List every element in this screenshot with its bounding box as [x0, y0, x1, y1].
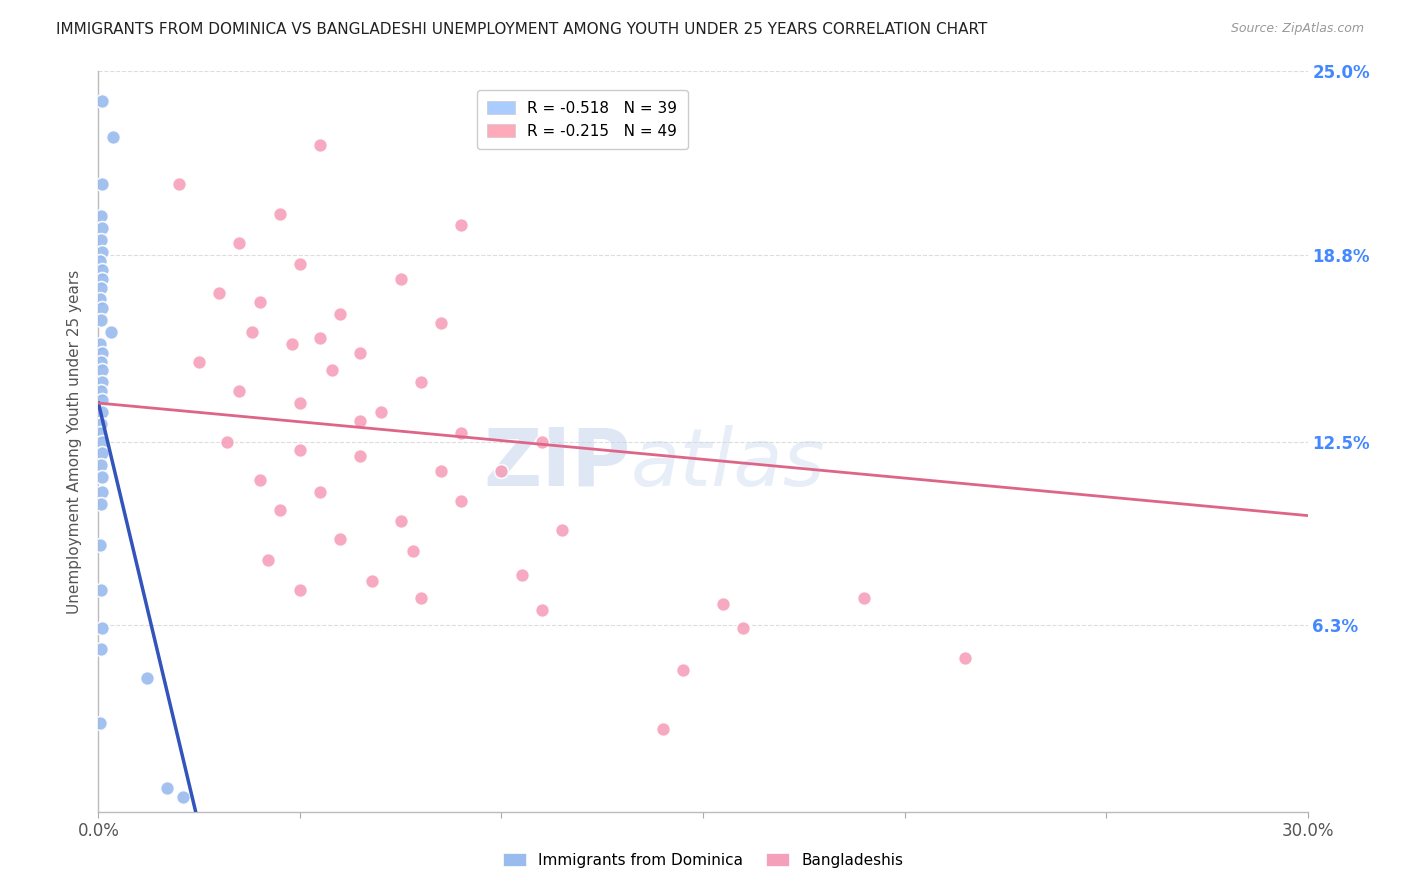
Point	[90, 210, 112, 224]
Point	[90, 582, 112, 597]
Point	[249, 295, 271, 310]
Point	[156, 780, 179, 795]
Point	[349, 450, 371, 464]
Text: atlas: atlas	[630, 425, 825, 503]
Point	[91, 221, 114, 235]
Point	[651, 722, 673, 736]
Point	[711, 598, 734, 612]
Legend: R = -0.518   N = 39, R = -0.215   N = 49: R = -0.518 N = 39, R = -0.215 N = 49	[477, 90, 688, 149]
Point	[953, 650, 976, 665]
Point	[240, 325, 263, 339]
Point	[409, 591, 432, 606]
Point	[228, 384, 250, 399]
Point	[309, 331, 332, 345]
Text: Source: ZipAtlas.com: Source: ZipAtlas.com	[1230, 22, 1364, 36]
Point	[90, 446, 112, 460]
Point	[402, 544, 425, 558]
Y-axis label: Unemployment Among Youth under 25 years: Unemployment Among Youth under 25 years	[66, 269, 82, 614]
Point	[90, 384, 112, 399]
Point	[90, 417, 112, 431]
Point	[90, 376, 112, 390]
Point	[90, 245, 112, 260]
Point	[89, 336, 111, 351]
Point	[91, 262, 114, 277]
Point	[450, 425, 472, 440]
Point	[733, 621, 755, 635]
Point	[510, 567, 533, 582]
Point	[90, 271, 112, 285]
Point	[91, 470, 114, 484]
Text: IMMIGRANTS FROM DOMINICA VS BANGLADESHI UNEMPLOYMENT AMONG YOUTH UNDER 25 YEARS : IMMIGRANTS FROM DOMINICA VS BANGLADESHI …	[56, 22, 987, 37]
Point	[100, 325, 122, 339]
Point	[89, 293, 111, 307]
Text: ZIP: ZIP	[484, 425, 630, 503]
Point	[430, 464, 453, 478]
Point	[361, 574, 384, 588]
Point	[389, 515, 412, 529]
Point	[321, 363, 343, 377]
Point	[249, 473, 271, 487]
Point	[217, 434, 239, 449]
Point	[281, 336, 304, 351]
Point	[389, 271, 412, 285]
Point	[329, 307, 352, 321]
Point	[90, 313, 112, 327]
Point	[89, 538, 111, 552]
Point	[349, 345, 371, 359]
Point	[530, 434, 553, 449]
Point	[90, 484, 112, 499]
Point	[450, 219, 472, 233]
Point	[90, 497, 112, 511]
Point	[90, 641, 112, 656]
Point	[450, 493, 472, 508]
Point	[91, 393, 114, 408]
Point	[90, 621, 112, 635]
Point	[329, 533, 352, 547]
Point	[349, 414, 371, 428]
Point	[853, 591, 876, 606]
Point	[90, 94, 112, 108]
Point	[89, 715, 111, 730]
Point	[90, 458, 112, 473]
Point	[89, 425, 111, 440]
Point	[91, 363, 114, 377]
Point	[228, 236, 250, 251]
Point	[269, 206, 291, 220]
Point	[188, 354, 211, 368]
Point	[208, 286, 231, 301]
Point	[551, 524, 574, 538]
Point	[269, 502, 291, 516]
Point	[288, 443, 311, 458]
Point	[90, 405, 112, 419]
Point	[491, 464, 513, 478]
Point	[90, 354, 112, 368]
Point	[288, 257, 311, 271]
Point	[91, 434, 114, 449]
Point	[309, 484, 332, 499]
Legend: Immigrants from Dominica, Bangladeshis: Immigrants from Dominica, Bangladeshis	[495, 845, 911, 875]
Point	[90, 233, 112, 247]
Point	[672, 663, 695, 677]
Point	[409, 376, 432, 390]
Point	[135, 672, 157, 686]
Point	[90, 345, 112, 359]
Point	[309, 138, 332, 153]
Point	[91, 301, 114, 316]
Point	[101, 129, 124, 144]
Point	[288, 396, 311, 410]
Point	[167, 177, 190, 191]
Point	[90, 280, 112, 294]
Point	[90, 177, 112, 191]
Point	[288, 582, 311, 597]
Point	[172, 789, 194, 804]
Point	[89, 253, 111, 268]
Point	[370, 405, 392, 419]
Point	[530, 603, 553, 617]
Point	[256, 553, 278, 567]
Point	[430, 316, 453, 330]
